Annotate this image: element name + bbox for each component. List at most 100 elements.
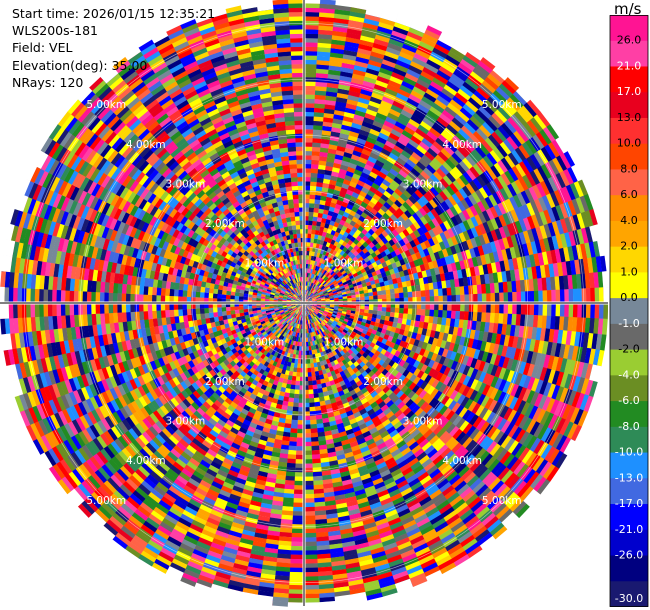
- range-bin: [538, 303, 544, 316]
- range-bin: [394, 199, 403, 208]
- range-bin: [353, 222, 361, 230]
- range-bin: [550, 276, 556, 291]
- range-bin: [344, 41, 360, 49]
- range-bin: [373, 306, 378, 311]
- range-bin: [311, 296, 316, 300]
- range-bin: [318, 290, 323, 294]
- range-bin: [306, 359, 311, 364]
- range-bin: [456, 269, 463, 279]
- range-bin: [317, 212, 324, 219]
- range-bin: [510, 113, 524, 129]
- range-bin: [512, 90, 528, 106]
- range-bin: [465, 154, 477, 167]
- range-bin: [432, 47, 448, 59]
- range-bin: [316, 261, 320, 267]
- range-bin: [314, 285, 318, 290]
- range-bin: [417, 173, 428, 184]
- range-bin: [304, 129, 314, 134]
- range-bin: [304, 98, 315, 104]
- range-bin: [497, 159, 509, 174]
- range-bin: [390, 250, 398, 258]
- range-bin: [399, 270, 405, 278]
- range-bin: [458, 160, 470, 172]
- range-bin: [511, 149, 523, 164]
- range-bin: [434, 295, 439, 304]
- range-bin: [306, 255, 310, 260]
- range-bin: [381, 271, 387, 278]
- range-bin: [476, 175, 487, 188]
- range-bin: [351, 297, 357, 301]
- range-bin: [398, 169, 409, 179]
- range-bin: [313, 284, 317, 289]
- range-bin: [315, 85, 327, 92]
- range-bin: [408, 118, 421, 129]
- range-bin: [324, 294, 330, 298]
- range-bin: [312, 380, 317, 386]
- range-bin: [304, 107, 315, 113]
- range-bin: [506, 313, 513, 326]
- range-bin: [308, 281, 311, 287]
- range-bin: [446, 123, 459, 136]
- range-bin: [318, 204, 325, 210]
- ray: [304, 193, 594, 303]
- range-bin: [438, 213, 448, 223]
- range-bin: [481, 303, 487, 313]
- range-bin: [325, 232, 331, 239]
- range-bin: [473, 203, 483, 215]
- range-bin: [440, 130, 453, 142]
- range-bin: [309, 242, 314, 248]
- range-bin: [462, 240, 470, 251]
- range-bin: [446, 310, 452, 319]
- range-bin: [339, 267, 345, 273]
- range-bin: [522, 243, 530, 257]
- range-bin: [326, 267, 332, 273]
- range-bin: [315, 295, 321, 299]
- range-bin: [597, 349, 605, 367]
- range-bin: [347, 281, 353, 286]
- range-bin: [342, 293, 348, 297]
- range-bin: [475, 321, 482, 332]
- range-bin: [375, 174, 385, 183]
- range-bin: [386, 83, 400, 93]
- range-bin: [394, 312, 400, 319]
- range-bin: [364, 140, 375, 149]
- range-bin: [433, 183, 443, 194]
- range-bin: [415, 265, 422, 273]
- range-bin: [393, 267, 400, 274]
- range-bin: [445, 54, 461, 67]
- range-bin: [571, 245, 579, 261]
- range-bin: [563, 246, 571, 262]
- range-bin: [360, 268, 367, 274]
- range-bin: [373, 38, 389, 48]
- range-bin: [313, 120, 324, 126]
- range-bin: [390, 128, 402, 138]
- range-bin: [428, 199, 438, 209]
- range-bin: [323, 265, 328, 271]
- range-bin: [324, 169, 333, 176]
- range-bin: [387, 279, 394, 286]
- range-bin: [344, 45, 359, 53]
- range-bin: [455, 294, 461, 304]
- range-bin: [510, 181, 521, 195]
- range-bin: [310, 287, 314, 293]
- range-bin: [330, 43, 346, 50]
- range-bin: [334, 297, 339, 300]
- range-bin: [307, 290, 310, 296]
- range-bin: [331, 265, 337, 271]
- range-bin: [563, 316, 569, 331]
- range-bin: [372, 291, 378, 296]
- range-bin: [374, 116, 386, 125]
- range-bin: [306, 281, 309, 287]
- range-bin: [572, 288, 578, 304]
- range-bin: [306, 290, 309, 295]
- range-bin: [408, 64, 423, 75]
- range-bin: [406, 313, 413, 321]
- range-bin: [341, 279, 347, 284]
- range-bin: [360, 30, 377, 39]
- range-bin: [310, 419, 317, 425]
- range-bin: [507, 292, 513, 304]
- range-bin: [451, 303, 457, 312]
- range-bin: [329, 283, 335, 288]
- range-bin: [469, 329, 476, 340]
- range-bin: [473, 330, 481, 341]
